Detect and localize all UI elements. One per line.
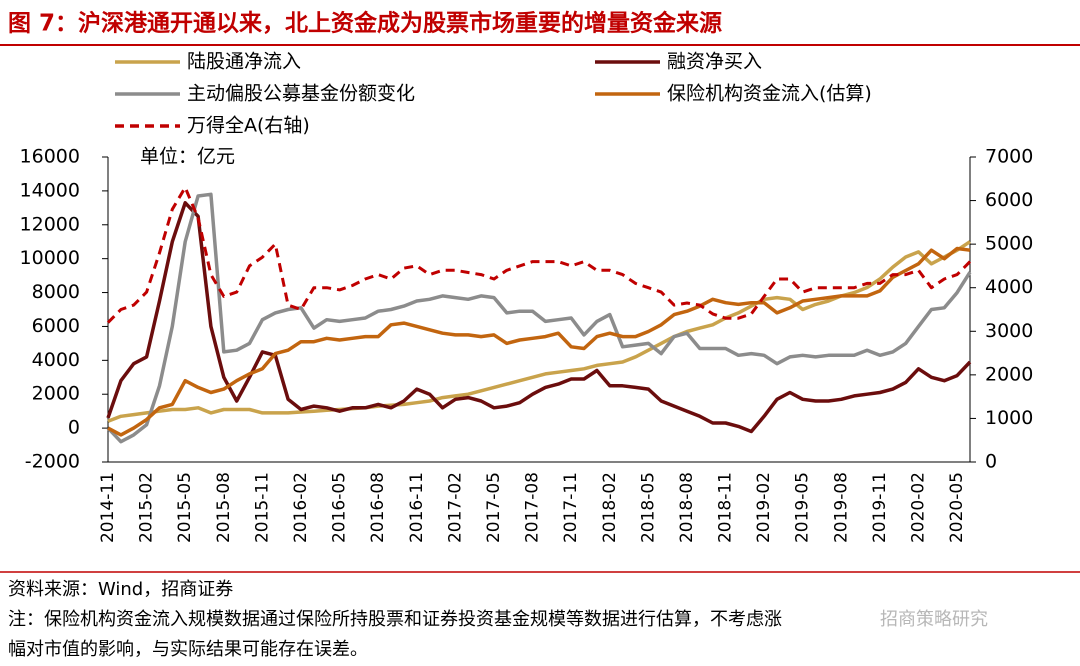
unit-note: 单位：亿元 (140, 146, 235, 168)
x-tick-label: 2015-11 (252, 472, 272, 543)
y-tick-label: 8000 (32, 281, 80, 303)
note: 幅对市值的影响，与实际结果可能存在误差。 (8, 639, 368, 660)
legend-label: 陆股通净流入 (187, 51, 301, 73)
y-tick-label: 14000 (20, 179, 80, 201)
y-tick-label: 16000 (20, 146, 80, 168)
y-tick-label: -2000 (25, 451, 80, 473)
y2-tick-label: 5000 (985, 233, 1033, 255)
x-tick-label: 2016-02 (291, 472, 311, 543)
x-tick-label: 2015-05 (175, 472, 195, 543)
y2-tick-label: 6000 (985, 189, 1033, 211)
legend-label: 万得全A(右轴) (187, 115, 310, 137)
x-tick-label: 2015-02 (137, 472, 157, 543)
line-series (106, 186, 972, 324)
note: 注：保险机构资金流入规模数据通过保险所持股票和证券投资基金规模等数据进行估算，不… (8, 609, 782, 630)
legend-label: 融资净买入 (667, 51, 762, 73)
y-tick-label: 12000 (20, 213, 80, 235)
x-tick-label: 2019-02 (754, 472, 774, 543)
chart-title: 图 7：沪深港通开通以来，北上资金成为股票市场重要的增量资金来源 (8, 10, 722, 37)
line-series (107, 246, 971, 437)
y2-tick-label: 7000 (985, 146, 1033, 168)
x-tick-label: 2014-11 (98, 472, 118, 543)
x-tick-label: 2017-05 (484, 472, 504, 543)
legend-label: 保险机构资金流入(估算) (667, 83, 872, 105)
x-tick-label: 2016-08 (368, 472, 388, 543)
y2-tick-label: 2000 (985, 363, 1033, 385)
y-tick-label: 0 (68, 417, 80, 439)
watermark: 招商策略研究 (880, 609, 988, 630)
x-tick-label: 2017-02 (445, 472, 465, 543)
legend-label: 主动偏股公募基金份额变化 (187, 83, 415, 105)
x-tick-label: 2017-08 (523, 472, 543, 543)
x-tick-label: 2019-11 (870, 472, 890, 543)
x-tick-label: 2018-08 (677, 472, 697, 543)
source: 资料来源：Wind，招商证券 (8, 579, 233, 600)
x-tick-label: 2018-05 (638, 472, 658, 543)
x-tick-label: 2020-02 (909, 472, 929, 543)
y-tick-label: 10000 (20, 247, 80, 269)
y2-tick-label: 4000 (985, 276, 1033, 298)
line-series (107, 240, 971, 423)
y2-tick-label: 0 (985, 451, 997, 473)
y-tick-label: 6000 (32, 315, 80, 337)
x-tick-label: 2018-11 (716, 472, 736, 543)
y-tick-label: 2000 (32, 383, 80, 405)
x-tick-label: 2015-08 (214, 472, 234, 543)
x-tick-label: 2017-11 (561, 472, 581, 543)
x-tick-label: 2020-05 (947, 472, 967, 543)
x-tick-label: 2019-05 (793, 472, 813, 543)
x-tick-label: 2019-08 (831, 472, 851, 543)
y2-tick-label: 3000 (985, 320, 1033, 342)
y2-tick-label: 1000 (985, 407, 1033, 429)
x-tick-label: 2016-11 (407, 472, 427, 543)
x-tick-label: 2018-02 (600, 472, 620, 543)
x-tick-label: 2016-05 (330, 472, 350, 543)
y-tick-label: 4000 (32, 349, 80, 371)
line-series (106, 192, 972, 444)
